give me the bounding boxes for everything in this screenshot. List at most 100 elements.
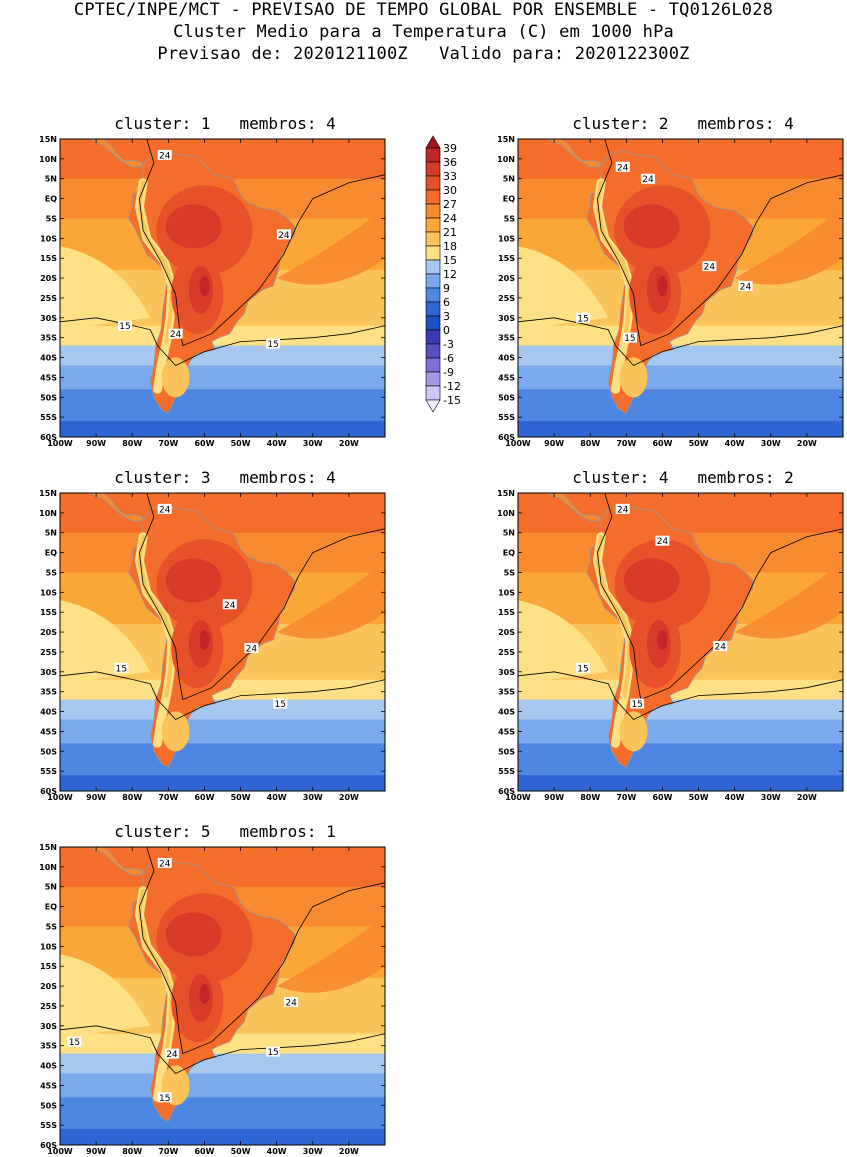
map-panel-2: 15N 10N 5N EQ 5S 10S 15S 20S 25S 30S 35S 40S 45S 50S 5…	[497, 135, 844, 448]
lon-label: 70W	[158, 793, 178, 802]
contour-15	[60, 671, 385, 720]
contour-label-text: 24	[740, 283, 752, 293]
lat-label: 15S	[40, 254, 57, 263]
lat-label: 25S	[40, 648, 57, 657]
central-america-land	[60, 139, 144, 168]
legend-swatch	[425, 301, 441, 317]
contour-24	[596, 493, 843, 701]
ocean-band	[60, 389, 385, 423]
legend-label: 24	[443, 212, 457, 225]
contour-label-text: 24	[714, 642, 726, 652]
contour-label: 24	[157, 149, 172, 161]
lon-label: 80W	[580, 793, 600, 802]
andes-crest	[595, 534, 632, 698]
contour-label-text: 15	[631, 700, 642, 710]
lat-label: 5N	[503, 175, 515, 184]
lat-label: 15N	[497, 489, 515, 498]
lon-label: 50W	[231, 793, 251, 802]
contour-label-box	[576, 312, 590, 323]
ocean-band	[60, 1053, 385, 1075]
ocean-band	[60, 421, 385, 437]
legend-label: 3	[443, 310, 450, 323]
map-plot: 15N 10N 5N EQ 5S 10S 15S 20S 25S 30S 35S 40S 45S 50S 5…	[39, 843, 386, 1156]
atlantic-warm-tongue	[734, 560, 843, 639]
legend-label: 33	[443, 170, 457, 183]
lat-label: 15S	[498, 608, 515, 617]
legend-label: 27	[443, 198, 457, 211]
lat-label: 60S	[498, 787, 515, 796]
lon-label: 100W	[505, 439, 531, 448]
map-frame	[59, 846, 386, 1146]
contour-label-text: 24	[285, 998, 297, 1008]
lon-label: 40W	[267, 793, 287, 802]
contour-label-box	[622, 332, 637, 343]
ocean-band	[518, 365, 843, 391]
legend-label: 30	[443, 184, 457, 197]
lon-label: 90W	[86, 1147, 106, 1156]
lat-label: 50S	[40, 1101, 57, 1110]
map-plot: 15N 10N 5N EQ 5S 10S 15S 20S 25S 30S 35S 40S 45S 50S 5…	[497, 135, 844, 448]
ocean-band	[518, 743, 843, 777]
contour-label-box	[244, 642, 259, 653]
patagonia-region	[161, 711, 190, 752]
lon-label: 40W	[725, 439, 745, 448]
lat-label: 45S	[40, 1081, 57, 1090]
amazon-hotter-core	[165, 912, 222, 957]
ocean-band	[60, 1097, 385, 1131]
amazon-hotter-core	[623, 558, 680, 603]
map-frame	[517, 138, 844, 438]
lon-label: 40W	[725, 793, 745, 802]
temperature-field	[518, 493, 843, 791]
andes-crest	[137, 534, 174, 698]
contour-label-text: 15	[159, 1094, 170, 1104]
legend-swatch	[425, 217, 441, 233]
legend-label: 21	[443, 226, 457, 239]
legend-label: -12	[443, 380, 461, 393]
legend-bottom-arrow	[425, 399, 441, 413]
contour-24	[138, 493, 385, 701]
ocean-band	[518, 719, 843, 745]
lat-label: 10S	[498, 588, 515, 597]
legend-label: 39	[443, 142, 457, 155]
atlantic-warm-tongue	[734, 206, 843, 285]
contour-label-box	[630, 698, 645, 709]
lon-label: 70W	[158, 439, 178, 448]
lat-label: 55S	[40, 413, 57, 422]
lat-label: 30S	[498, 668, 515, 677]
contour-label: 24	[164, 1048, 179, 1060]
lon-label: 100W	[505, 793, 531, 802]
contour-label-box	[168, 328, 183, 339]
contour-label-box	[702, 261, 717, 272]
lat-label: 45S	[40, 373, 57, 382]
contour-24	[138, 847, 385, 1055]
contour-label: 24	[615, 161, 630, 173]
legend-swatch	[425, 231, 441, 247]
lat-label: 55S	[498, 767, 515, 776]
lon-label: 80W	[122, 793, 142, 802]
lat-label: 10S	[498, 234, 515, 243]
contour-label-text: 15	[624, 334, 635, 344]
contour-label: 24	[655, 535, 670, 547]
contour-label-box	[222, 599, 237, 610]
map-panel-1: 15N 10N 5N EQ 5S 10S 15S 20S 25S 30S 35S 40S 45S 50S 5…	[39, 135, 386, 448]
panel-title-3: cluster: 3 membros: 4	[114, 468, 336, 487]
lat-label: 50S	[40, 747, 57, 756]
legend-label: 18	[443, 240, 457, 253]
lat-label: 20S	[498, 274, 515, 283]
contour-label-text: 15	[577, 314, 588, 324]
lon-label: 60W	[194, 439, 214, 448]
lon-label: 80W	[580, 439, 600, 448]
lon-label: 80W	[122, 1147, 142, 1156]
lat-label: EQ	[45, 903, 57, 912]
contour-label-box	[157, 857, 172, 868]
lat-label: 10N	[39, 155, 57, 164]
contour-label: 15	[576, 662, 590, 674]
ocean-band	[60, 1129, 385, 1145]
lon-label: 20W	[339, 793, 359, 802]
legend-label: 9	[443, 282, 450, 295]
legend-label: -9	[443, 366, 454, 379]
lat-label: 40S	[498, 354, 515, 363]
lon-label: 90W	[544, 793, 564, 802]
lat-label: 25S	[40, 294, 57, 303]
map-frame	[59, 138, 386, 438]
